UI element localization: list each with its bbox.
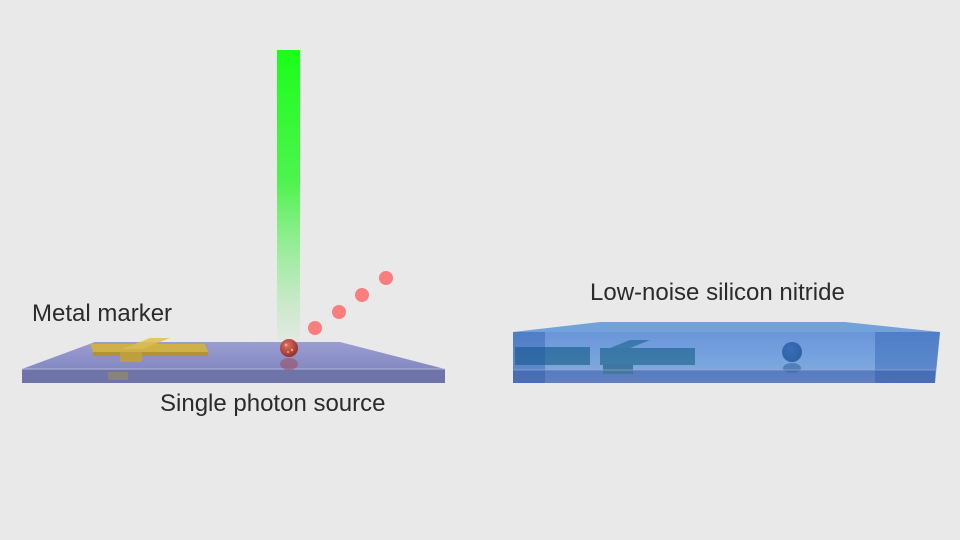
substrate-top-face [22,342,445,369]
metal-marker-shape [90,338,208,380]
single-photon-emitter [280,339,298,370]
substrate-front-face [22,369,445,383]
left-substrate [22,342,445,383]
single-photon-source-label: Single photon source [160,390,386,417]
silicon-nitride-label: Low-noise silicon nitride [590,279,845,306]
nitride-top-face [513,322,940,332]
photon-2 [332,305,346,319]
laser-beam [277,50,300,342]
metal-marker-label: Metal marker [32,300,173,327]
photon-1 [308,321,322,335]
photon-4 [379,271,393,285]
photon-3 [355,288,369,302]
nitride-device [513,322,940,383]
